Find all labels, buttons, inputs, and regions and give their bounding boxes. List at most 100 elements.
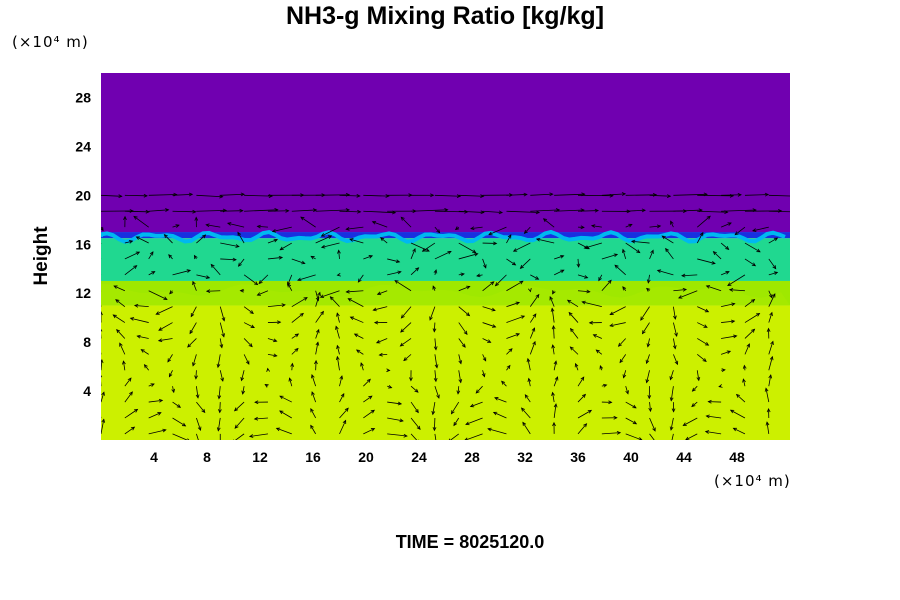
velocity-arrow (728, 288, 745, 292)
velocity-arrow (617, 338, 626, 347)
velocity-arrow (196, 274, 211, 279)
velocity-arrow (494, 274, 507, 287)
velocity-arrow (315, 341, 320, 355)
velocity-arrow (387, 433, 408, 438)
velocity-arrow (345, 289, 364, 294)
velocity-arrow (648, 402, 653, 413)
x-tick-label: 4 (150, 449, 158, 465)
velocity-arrow (553, 403, 558, 419)
velocity-arrow (671, 402, 676, 413)
velocity-arrow (768, 374, 773, 387)
velocity-arrow (487, 427, 507, 435)
velocity-arrow (678, 290, 698, 299)
velocity-arrow (768, 293, 776, 307)
velocity-arrow (336, 312, 340, 323)
velocity-arrow (458, 370, 463, 384)
y-tick-label: 12 (75, 285, 91, 301)
x-tick-label: 20 (358, 449, 374, 465)
x-tick-label: 28 (464, 449, 480, 465)
velocity-arrow (101, 304, 102, 307)
velocity-arrow (458, 194, 485, 199)
velocity-arrow (458, 272, 465, 277)
velocity-arrow (155, 306, 173, 315)
velocity-arrow (768, 311, 773, 323)
velocity-arrow (218, 402, 222, 414)
velocity-arrow (744, 258, 757, 267)
velocity-arrow (172, 417, 187, 427)
velocity-arrow (363, 409, 375, 419)
time-label: TIME = 8025120.0 (395, 532, 545, 552)
velocity-arrow (601, 430, 622, 435)
velocity-arrow (248, 433, 269, 438)
velocity-arrow (577, 208, 600, 213)
velocity-arrow (129, 317, 149, 323)
velocity-arrow (727, 274, 746, 287)
velocity-arrow (673, 322, 678, 337)
velocity-arrow (625, 223, 633, 228)
velocity-arrow (721, 334, 738, 339)
velocity-arrow (336, 344, 340, 355)
velocity-arrow (271, 226, 292, 233)
velocity-arrow (267, 303, 286, 308)
velocity-arrow (291, 208, 318, 212)
velocity-arrow (400, 322, 412, 333)
velocity-arrow (122, 360, 126, 371)
velocity-arrow (101, 194, 123, 199)
velocity-arrow (766, 408, 771, 418)
velocity-arrow (665, 247, 674, 260)
velocity-arrow (506, 348, 513, 355)
velocity-arrow (712, 251, 722, 260)
velocity-arrow (148, 271, 156, 276)
velocity-arrow (279, 410, 293, 419)
velocity-arrow (217, 386, 222, 400)
velocity-arrow (744, 328, 756, 339)
velocity-arrow (196, 433, 199, 440)
velocity-arrow (685, 433, 698, 440)
velocity-arrow (734, 226, 746, 236)
velocity-arrow (506, 301, 521, 308)
velocity-arrow (601, 209, 631, 214)
velocity-arrow (310, 255, 316, 260)
velocity-arrow (172, 433, 190, 440)
velocity-arrow (752, 226, 769, 232)
velocity-arrow (143, 364, 150, 371)
velocity-arrow (453, 417, 460, 427)
velocity-arrow (167, 354, 173, 363)
velocity-arrow (622, 370, 627, 379)
velocity-arrow (337, 249, 341, 259)
velocity-arrow (673, 354, 679, 366)
x-tick-label: 16 (305, 449, 321, 465)
velocity-arrow (625, 208, 646, 213)
velocity-arrow (705, 414, 722, 419)
velocity-arrow (506, 210, 541, 215)
velocity-arrow (529, 340, 536, 355)
velocity-arrow (735, 393, 746, 403)
velocity-arrow (355, 349, 364, 355)
velocity-arrow (766, 327, 771, 339)
velocity-arrow (691, 385, 698, 392)
velocity-arrow (386, 368, 391, 373)
velocity-arrow (410, 401, 419, 414)
velocity-arrow (609, 322, 626, 328)
velocity-arrow (576, 258, 581, 268)
velocity-arrow (577, 423, 588, 435)
velocity-arrow (526, 357, 531, 371)
velocity-arrow (598, 274, 603, 282)
velocity-arrow (357, 274, 364, 283)
velocity-arrow (614, 264, 626, 276)
velocity-arrow (535, 237, 555, 244)
velocity-arrow (190, 306, 197, 318)
velocity-arrow (434, 386, 440, 399)
velocity-arrow (380, 237, 388, 244)
velocity-arrow (721, 192, 742, 197)
velocity-arrow (553, 269, 565, 276)
velocity-arrow (682, 417, 698, 426)
velocity-arrow (550, 307, 555, 323)
velocity-arrow (669, 417, 674, 431)
velocity-arrow (375, 338, 388, 344)
velocity-arrow (448, 433, 459, 440)
velocity-arrow (376, 290, 388, 296)
velocity-arrow (691, 401, 698, 408)
velocity-arrow (101, 328, 103, 339)
velocity-arrow (721, 319, 736, 324)
